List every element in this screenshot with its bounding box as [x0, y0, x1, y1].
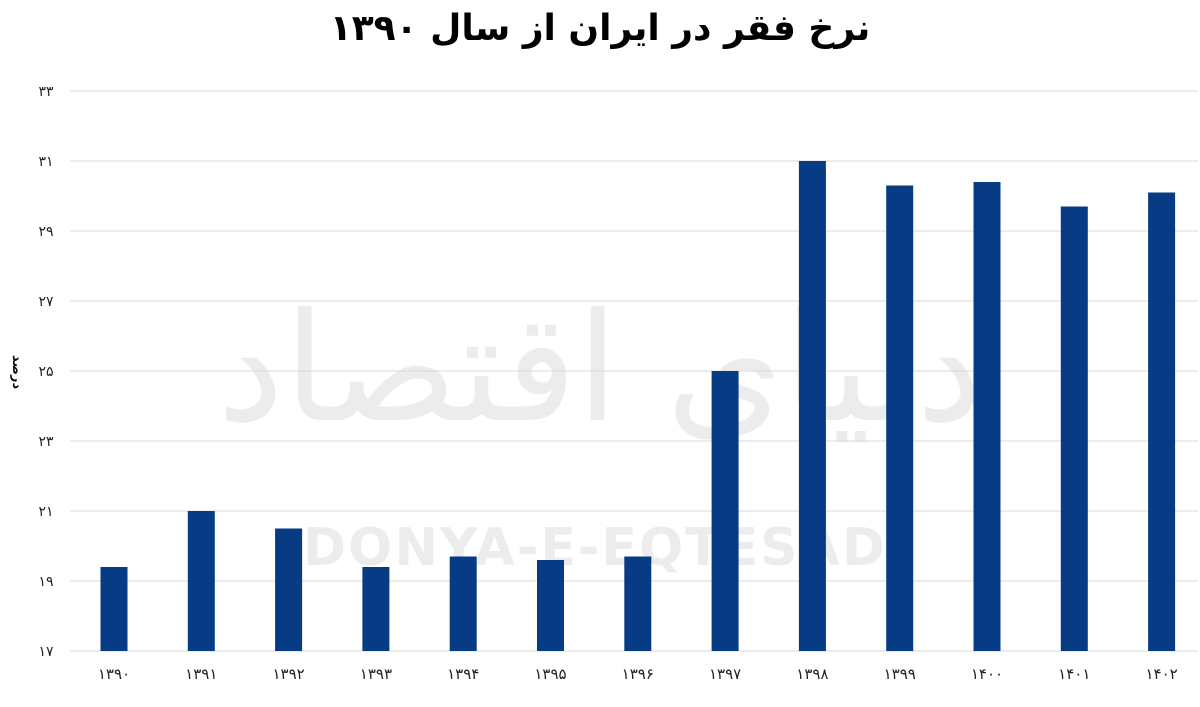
chart-title: نرخ فقر در ایران از سال ۱۳۹۰	[329, 8, 871, 49]
x-tick-label: ۱۳۹۸	[796, 665, 828, 683]
x-tick-label: ۱۳۹۴	[447, 665, 479, 683]
x-tick-label: ۱۳۹۱	[185, 665, 217, 683]
y-tick-label: ۱۷	[38, 644, 54, 660]
gridlines	[70, 90, 1198, 652]
y-tick-label: ۳۱	[38, 154, 53, 170]
y-tick-label: ۱۹	[38, 574, 53, 590]
x-axis-ticks: ۱۳۹۰ ۱۳۹۱ ۱۳۹۲ ۱۳۹۳ ۱۳۹۴ ۱۳۹۵ ۱۳۹۶ ۱۳۹۷ ۱۳۹۸ ۱۳۹۹…	[98, 665, 1178, 683]
x-tick-label: ۱۳۹۲	[272, 665, 304, 683]
bar	[187, 511, 215, 651]
x-tick-label: ۱۳۹۶	[622, 665, 654, 683]
x-tick-label: ۱۳۹۹	[884, 665, 916, 683]
x-tick-label: ۱۳۹۳	[360, 665, 392, 683]
x-tick-label: ۱۴۰۰	[971, 665, 1003, 683]
bar	[798, 161, 826, 651]
y-tick-label: ۲۹	[38, 224, 53, 240]
y-tick-label: ۳۳	[38, 84, 54, 100]
bar	[449, 556, 477, 651]
bar	[973, 182, 1001, 651]
bar	[100, 567, 128, 651]
x-tick-label: ۱۴۰۲	[1145, 665, 1177, 683]
bar	[362, 567, 390, 651]
bar	[1060, 206, 1088, 651]
bar	[537, 560, 564, 651]
bar	[1148, 192, 1176, 651]
x-tick-label: ۱۳۹۵	[534, 665, 566, 683]
bar	[275, 528, 303, 651]
watermark-persian: دنیای اقتصاد	[217, 282, 983, 456]
x-tick-label: ۱۳۹۷	[709, 665, 741, 683]
y-tick-label: ۲۵	[38, 364, 53, 380]
x-tick-label: ۱۴۰۱	[1058, 665, 1090, 683]
y-axis-ticks: ۱۷ ۱۹ ۲۱ ۲۳ ۲۵ ۲۷ ۲۹ ۳۱ ۳۳	[38, 84, 54, 660]
watermark-latin: DONYA-E-EQTESAD	[303, 518, 887, 578]
bar	[886, 185, 914, 651]
x-tick-label: ۱۳۹۰	[98, 665, 130, 683]
bar	[711, 371, 739, 651]
y-tick-label: ۲۱	[38, 504, 53, 520]
y-axis-label: درصد	[9, 355, 24, 390]
bar	[624, 556, 652, 651]
bars	[100, 161, 1176, 651]
y-tick-label: ۲۷	[38, 294, 54, 310]
y-tick-label: ۲۳	[38, 434, 54, 450]
watermark: دنیای اقتصاد DONYA-E-EQTESAD	[217, 282, 983, 578]
